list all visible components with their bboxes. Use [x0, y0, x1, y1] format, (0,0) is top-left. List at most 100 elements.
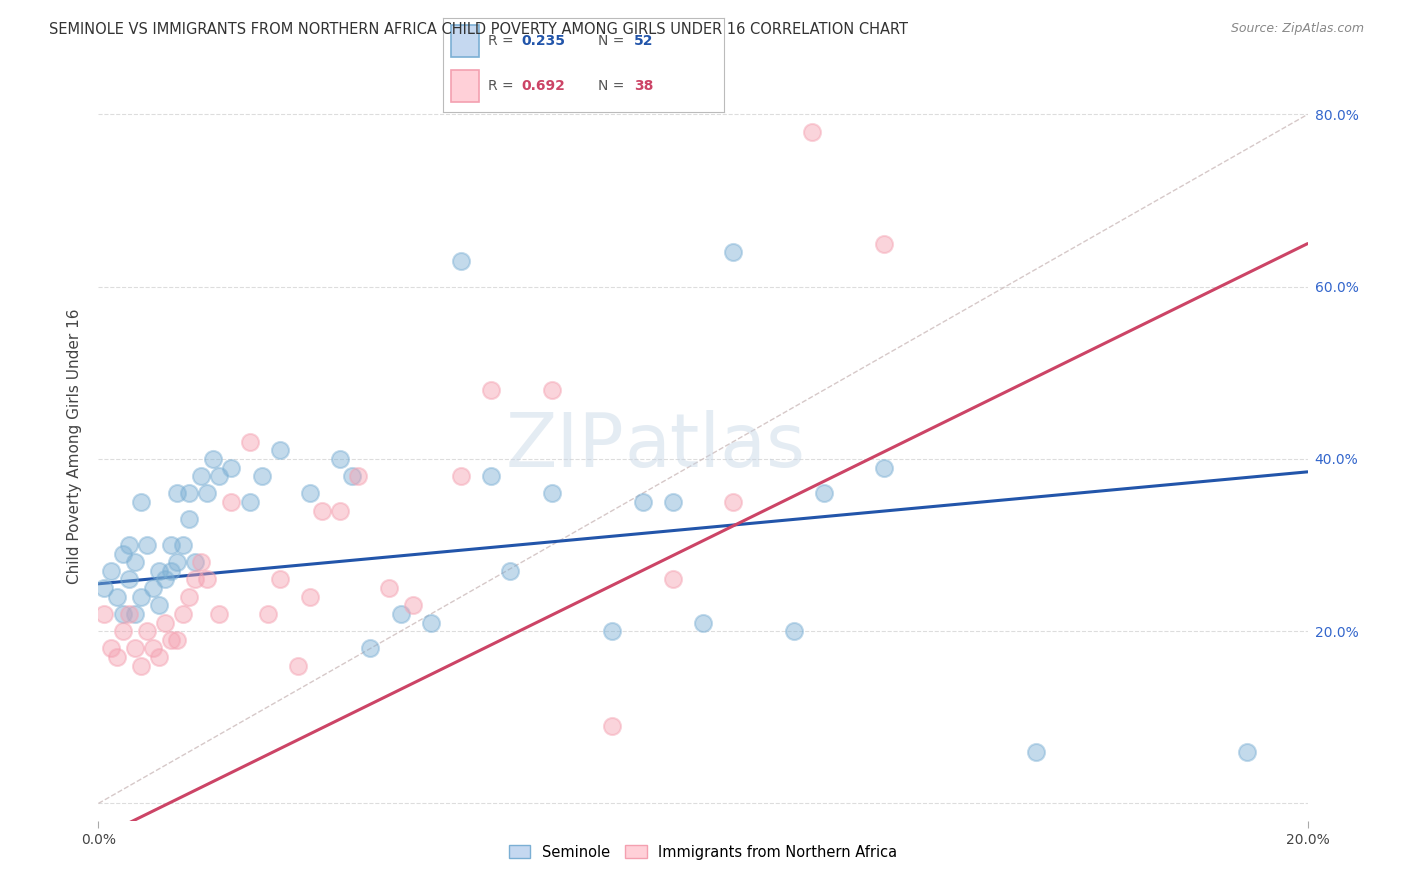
Point [208, 469, 231, 483]
Point [602, 719, 624, 733]
Text: N =: N = [598, 79, 628, 93]
Point [124, 641, 146, 656]
Text: Source: ZipAtlas.com: Source: ZipAtlas.com [1230, 22, 1364, 36]
Point [111, 607, 134, 621]
Point [221, 495, 243, 509]
Point [360, 641, 382, 656]
Point [105, 650, 128, 665]
Point [602, 624, 624, 639]
Point [540, 383, 562, 397]
Point [1236, 745, 1258, 759]
Point [389, 607, 412, 621]
Point [450, 253, 472, 268]
Point [100, 641, 122, 656]
Point [184, 555, 207, 569]
Point [93, 581, 115, 595]
Point [111, 547, 134, 561]
Legend: Seminole, Immigrants from Northern Africa: Seminole, Immigrants from Northern Afric… [503, 839, 903, 866]
Point [221, 460, 243, 475]
Point [105, 590, 128, 604]
Point [540, 486, 562, 500]
Point [179, 590, 201, 604]
Point [661, 495, 683, 509]
Point [118, 607, 141, 621]
FancyBboxPatch shape [451, 25, 479, 57]
Point [202, 451, 225, 466]
Point [166, 555, 188, 569]
FancyBboxPatch shape [451, 70, 479, 103]
Point [100, 564, 122, 578]
Point [873, 236, 896, 251]
Point [661, 573, 683, 587]
Point [160, 564, 183, 578]
Point [377, 581, 399, 595]
Point [195, 486, 218, 500]
Point [329, 503, 352, 517]
Point [160, 632, 183, 647]
Point [148, 564, 170, 578]
Point [481, 469, 503, 483]
Point [148, 650, 170, 665]
Text: 0.692: 0.692 [522, 79, 565, 93]
Point [179, 486, 201, 500]
Point [118, 573, 141, 587]
Point [135, 538, 157, 552]
Point [342, 469, 364, 483]
Point [129, 658, 152, 673]
Point [800, 125, 823, 139]
Y-axis label: Child Poverty Among Girls Under 16: Child Poverty Among Girls Under 16 [67, 309, 83, 583]
Point [1024, 745, 1046, 759]
Point [329, 451, 352, 466]
Point [299, 590, 322, 604]
Text: atlas: atlas [624, 409, 806, 483]
Point [124, 555, 146, 569]
Point [481, 383, 503, 397]
Point [148, 599, 170, 613]
Point [160, 538, 183, 552]
Point [347, 469, 370, 483]
Point [256, 607, 278, 621]
Point [813, 486, 835, 500]
Point [631, 495, 654, 509]
Point [118, 538, 141, 552]
Point [166, 632, 188, 647]
Point [135, 624, 157, 639]
Point [723, 495, 745, 509]
Point [142, 641, 165, 656]
Point [153, 573, 176, 587]
Text: ZIP: ZIP [506, 409, 624, 483]
Point [179, 512, 201, 526]
Text: 52: 52 [634, 34, 654, 48]
Text: 38: 38 [634, 79, 654, 93]
Point [190, 555, 212, 569]
Point [124, 607, 146, 621]
Text: R =: R = [488, 34, 517, 48]
Point [269, 443, 291, 458]
Point [184, 573, 207, 587]
Point [402, 599, 425, 613]
Point [129, 590, 152, 604]
Point [153, 615, 176, 630]
Point [783, 624, 806, 639]
Point [208, 607, 231, 621]
Point [129, 495, 152, 509]
Point [166, 486, 188, 500]
Point [692, 615, 714, 630]
Point [420, 615, 443, 630]
Text: SEMINOLE VS IMMIGRANTS FROM NORTHERN AFRICA CHILD POVERTY AMONG GIRLS UNDER 16 C: SEMINOLE VS IMMIGRANTS FROM NORTHERN AFR… [49, 22, 908, 37]
Point [172, 607, 194, 621]
Point [287, 658, 309, 673]
Point [873, 460, 896, 475]
Point [195, 573, 218, 587]
Point [723, 245, 745, 260]
Point [269, 573, 291, 587]
Point [498, 564, 520, 578]
Text: 0.235: 0.235 [522, 34, 565, 48]
Point [250, 469, 273, 483]
Text: R =: R = [488, 79, 517, 93]
Point [93, 607, 115, 621]
Point [172, 538, 194, 552]
Point [111, 624, 134, 639]
Text: N =: N = [598, 34, 628, 48]
Point [142, 581, 165, 595]
